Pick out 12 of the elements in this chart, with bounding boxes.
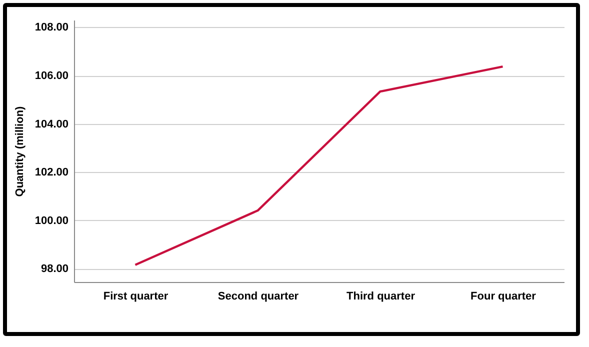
y-tick-label: 102.00 (34, 166, 68, 179)
y-tick-label: 104.00 (34, 118, 68, 130)
x-tick-label: First quarter (103, 290, 169, 302)
x-tick-label: Third quarter (346, 290, 416, 302)
line-series (134, 66, 504, 266)
x-tick-label: Four quarter (470, 290, 537, 302)
y-axis-title: Quantity (million) (14, 106, 26, 197)
y-tick-label: 106.00 (34, 70, 68, 82)
y-tick-label: 98.00 (40, 263, 68, 276)
y-tick-label: 108.00 (34, 22, 68, 34)
y-tick-label: 100.00 (34, 214, 68, 227)
x-tick-label: Second quarter (218, 290, 300, 302)
